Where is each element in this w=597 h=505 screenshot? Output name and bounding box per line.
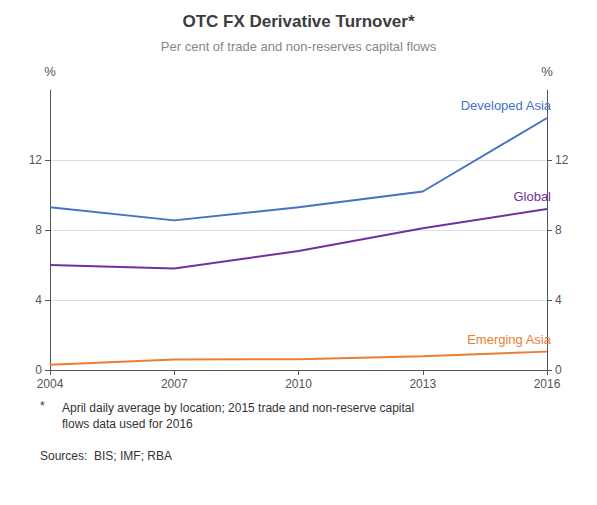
svg-text:April daily average by locatio: April daily average by location; 2015 tr…: [62, 401, 414, 415]
svg-text:2016: 2016: [534, 377, 561, 391]
svg-text:2010: 2010: [285, 377, 312, 391]
svg-text:%: %: [541, 64, 553, 79]
svg-text:2004: 2004: [37, 377, 64, 391]
svg-text:8: 8: [555, 223, 562, 237]
svg-text:4: 4: [555, 293, 562, 307]
svg-text:0: 0: [35, 363, 42, 377]
svg-text:8: 8: [35, 223, 42, 237]
svg-text:OTC FX Derivative Turnover*: OTC FX Derivative Turnover*: [182, 12, 414, 31]
svg-text:Per cent of trade and non-rese: Per cent of trade and non-reserves capit…: [161, 39, 437, 54]
svg-text:%: %: [44, 64, 56, 79]
svg-text:Developed Asia: Developed Asia: [461, 98, 552, 113]
svg-text:2013: 2013: [409, 377, 436, 391]
svg-text:0: 0: [555, 363, 562, 377]
svg-text:2007: 2007: [161, 377, 188, 391]
svg-text:4: 4: [35, 293, 42, 307]
svg-text:Sources: BIS; IMF; RBA: Sources: BIS; IMF; RBA: [40, 449, 172, 463]
svg-text:12: 12: [29, 153, 43, 167]
svg-text:flows data used for 2016: flows data used for 2016: [62, 417, 193, 431]
svg-text:Global: Global: [513, 189, 551, 204]
svg-text:Emerging Asia: Emerging Asia: [467, 332, 552, 347]
svg-text:*: *: [40, 399, 45, 413]
svg-text:12: 12: [555, 153, 569, 167]
